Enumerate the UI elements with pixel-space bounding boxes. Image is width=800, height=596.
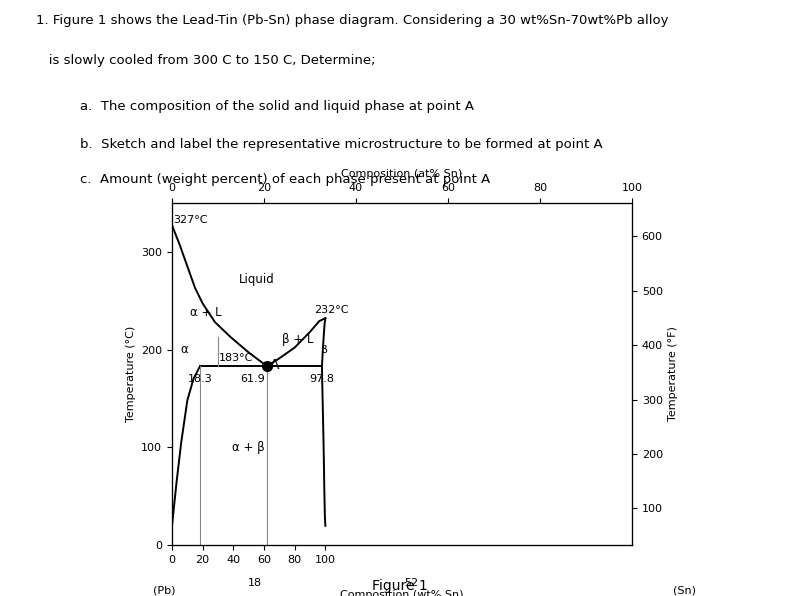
Text: β + L: β + L xyxy=(282,333,314,346)
Text: 327°C: 327°C xyxy=(173,215,207,225)
Text: (Sn): (Sn) xyxy=(673,586,695,596)
Text: α + L: α + L xyxy=(190,306,222,319)
Text: is slowly cooled from 300 C to 150 C, Determine;: is slowly cooled from 300 C to 150 C, De… xyxy=(36,54,375,67)
Text: α + β: α + β xyxy=(232,441,265,454)
Text: 1. Figure 1 shows the Lead-Tin (Pb-Sn) phase diagram. Considering a 30 wt%Sn-70w: 1. Figure 1 shows the Lead-Tin (Pb-Sn) p… xyxy=(36,14,669,27)
Text: 52: 52 xyxy=(404,578,418,588)
X-axis label: Composition (wt% Sn): Composition (wt% Sn) xyxy=(340,590,464,596)
Text: 97.8: 97.8 xyxy=(310,374,334,384)
Text: 18: 18 xyxy=(248,578,262,588)
Text: 61.9: 61.9 xyxy=(241,374,266,384)
Text: c.  Amount (weight percent) of each phase present at point A: c. Amount (weight percent) of each phase… xyxy=(80,173,490,187)
Text: a.  The composition of the solid and liquid phase at point A: a. The composition of the solid and liqu… xyxy=(80,100,474,113)
Text: b.  Sketch and label the representative microstructure to be formed at point A: b. Sketch and label the representative m… xyxy=(80,138,602,151)
Text: 183°C: 183°C xyxy=(218,353,253,363)
Y-axis label: Temperature (°C): Temperature (°C) xyxy=(126,326,135,422)
Text: β: β xyxy=(321,344,328,355)
Text: A: A xyxy=(270,358,279,372)
X-axis label: Composition (at% Sn): Composition (at% Sn) xyxy=(342,169,462,179)
Text: (Pb): (Pb) xyxy=(153,586,175,596)
Text: Liquid: Liquid xyxy=(238,272,274,285)
Y-axis label: Temperature (°F): Temperature (°F) xyxy=(669,327,678,421)
Text: α: α xyxy=(180,343,188,356)
Text: 232°C: 232°C xyxy=(314,305,349,315)
Text: Figure 1: Figure 1 xyxy=(372,579,428,593)
Text: 18.3: 18.3 xyxy=(188,374,213,384)
